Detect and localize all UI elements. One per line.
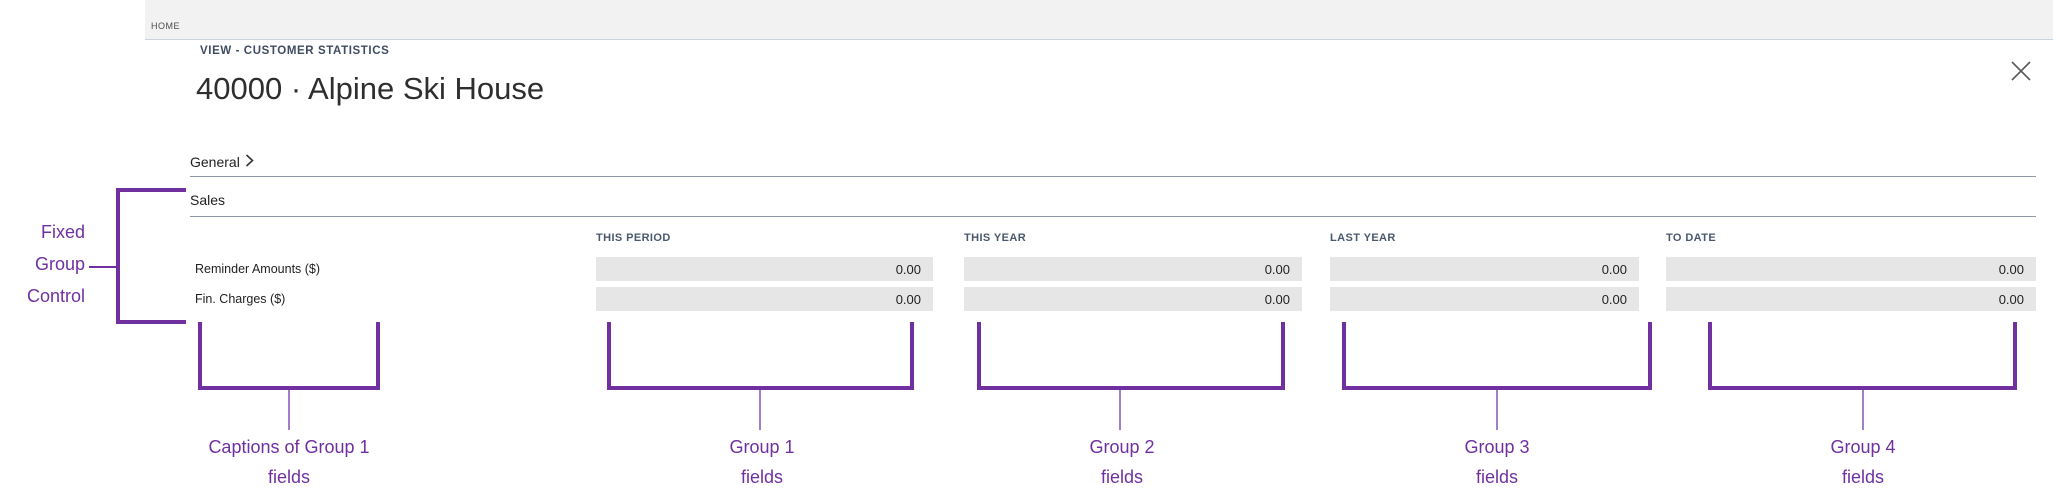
- field-fin-charges-this-period[interactable]: 0.00: [596, 287, 933, 311]
- ribbon-tab-home[interactable]: HOME: [151, 21, 180, 31]
- annotation-label-group4: Group 4 fields: [1753, 432, 1973, 492]
- chevron-right-icon: [245, 154, 254, 170]
- annotation-stem-group4: [1862, 390, 1864, 430]
- row-caption-reminder-amounts: Reminder Amounts ($): [195, 262, 321, 276]
- annotation-label-line: fields: [740, 467, 784, 487]
- annotation-group-line: Group: [34, 254, 85, 274]
- annotation-label-line: Group 4: [1830, 437, 1896, 457]
- column-header-this-period: THIS PERIOD: [596, 232, 671, 244]
- annotation-control-line: Control: [26, 286, 85, 306]
- field-reminder-amounts-to-date[interactable]: 0.00: [1666, 257, 2036, 281]
- annotation-label-group3: Group 3 fields: [1387, 432, 1607, 492]
- annotation-label-line: Group 2: [1089, 437, 1155, 457]
- field-fin-charges-to-date[interactable]: 0.00: [1666, 287, 2036, 311]
- annotation-bracket-group2: [977, 322, 1285, 390]
- annotation-fixed-group-control: Fixed Group Control: [5, 216, 85, 312]
- app-ribbon-bar: [145, 0, 2053, 40]
- annotation-bracket-group3: [1342, 322, 1652, 390]
- column-header-last-year: LAST YEAR: [1330, 232, 1396, 244]
- annotation-label-line: fields: [267, 467, 311, 487]
- row-caption-fin-charges: Fin. Charges ($): [195, 292, 286, 306]
- annotation-connector-dash: [89, 266, 116, 268]
- divider-under-general: [190, 176, 2036, 177]
- annotation-stem-captions: [288, 390, 290, 430]
- annotation-label-line: fields: [1841, 467, 1885, 487]
- annotation-bracket-group1: [607, 322, 914, 390]
- annotation-label-line: Group 3: [1464, 437, 1530, 457]
- annotation-label-line: Captions of Group 1: [208, 437, 370, 457]
- annotation-stem-group3: [1496, 390, 1498, 430]
- section-general-label: General: [190, 153, 240, 170]
- annotation-bracket-captions: [198, 322, 380, 390]
- field-fin-charges-last-year[interactable]: 0.00: [1330, 287, 1639, 311]
- annotation-label-group2: Group 2 fields: [1012, 432, 1232, 492]
- section-sales-label: Sales: [190, 192, 226, 208]
- field-reminder-amounts-this-period[interactable]: 0.00: [596, 257, 933, 281]
- annotation-fixed-line: Fixed: [40, 222, 85, 242]
- column-header-this-year: THIS YEAR: [964, 232, 1027, 244]
- annotation-label-line: fields: [1475, 467, 1519, 487]
- annotation-label-line: Group 1: [729, 437, 795, 457]
- annotation-label-group1: Group 1 fields: [652, 432, 872, 492]
- annotation-bracket-group4: [1708, 322, 2017, 390]
- close-button[interactable]: [2008, 58, 2036, 86]
- field-reminder-amounts-this-year[interactable]: 0.00: [964, 257, 1302, 281]
- field-reminder-amounts-last-year[interactable]: 0.00: [1330, 257, 1639, 281]
- annotation-stem-group1: [759, 390, 761, 430]
- close-icon: [2008, 58, 2036, 84]
- annotation-stem-group2: [1119, 390, 1121, 430]
- annotation-label-captions-group1: Captions of Group 1 fields: [179, 432, 399, 492]
- annotation-label-line: fields: [1100, 467, 1144, 487]
- annotation-fixed-group-bracket: [116, 188, 186, 324]
- field-fin-charges-this-year[interactable]: 0.00: [964, 287, 1302, 311]
- page-title: 40000 · Alpine Ski House: [196, 71, 545, 106]
- page-caption: VIEW - CUSTOMER STATISTICS: [200, 45, 390, 57]
- section-general[interactable]: General: [190, 153, 254, 170]
- divider-under-sales: [190, 216, 2036, 217]
- column-header-to-date: TO DATE: [1666, 232, 1717, 244]
